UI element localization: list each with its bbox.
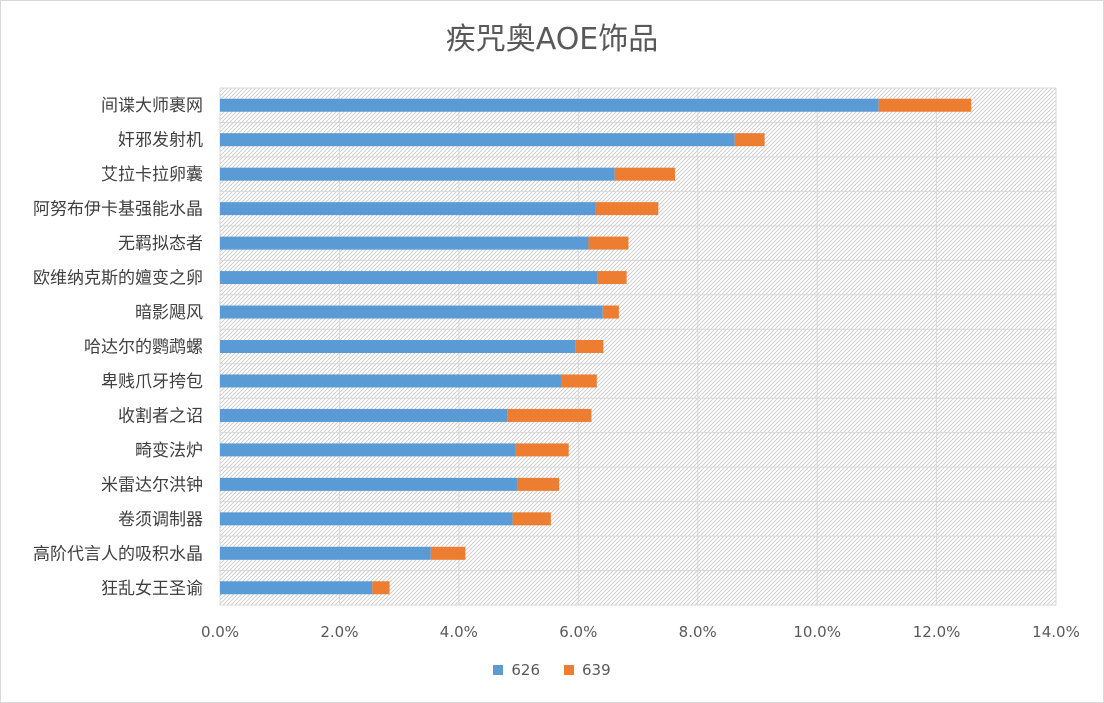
category-label: 狂乱女王圣谕 [101, 579, 203, 599]
x-tick-label: 8.0% [679, 623, 717, 641]
chart-title: 疾咒奥AOE饰品 [445, 22, 659, 57]
category-label: 畸变法炉 [135, 441, 203, 461]
bar-639-6 [602, 305, 619, 319]
category-label: 米雷达尔洪钟 [101, 475, 203, 495]
bar-639-1 [734, 133, 765, 147]
bar-626-13 [220, 546, 431, 560]
bars-layer [220, 98, 972, 595]
category-label: 收割者之诏 [118, 406, 203, 426]
legend-swatch [564, 665, 574, 675]
x-tick-labels: 0.0% 2.0% 4.0% 6.0% 8.0% 10.0% 12.0% 14.0% [201, 623, 1080, 641]
legend-item-639: 639 [564, 661, 611, 679]
bar-626-8 [220, 374, 561, 388]
x-tick-label: 12.0% [913, 623, 961, 641]
bar-639-10 [515, 443, 569, 457]
category-label: 无羁拟态者 [118, 234, 203, 254]
bar-639-2 [614, 167, 676, 181]
bar-626-6 [220, 305, 603, 319]
category-label: 高阶代言人的吸积水晶 [33, 544, 203, 564]
bar-626-2 [220, 167, 615, 181]
legend-item-626: 626 [493, 661, 540, 679]
x-tick-label: 14.0% [1032, 623, 1080, 641]
bar-639-4 [588, 236, 629, 250]
bar-639-7 [575, 340, 604, 353]
bar-626-10 [220, 443, 516, 457]
category-label: 卑贱爪牙挎包 [101, 372, 203, 392]
category-label: 艾拉卡拉卵囊 [101, 165, 203, 185]
bar-639-14 [372, 581, 390, 595]
category-label: 间谍大师裹网 [101, 96, 203, 116]
category-label: 阿努布伊卡基强能水晶 [33, 200, 203, 220]
category-label: 欧维纳克斯的嬗变之卵 [33, 269, 203, 289]
category-label: 奸邪发射机 [118, 131, 203, 151]
bar-626-14 [220, 581, 373, 595]
bar-639-9 [507, 408, 592, 422]
bar-626-11 [220, 477, 518, 491]
bar-639-3 [595, 202, 659, 216]
bar-626-3 [220, 202, 596, 216]
category-label: 卷须调制器 [118, 510, 203, 530]
legend: 626 639 [0, 661, 1104, 679]
bar-626-5 [220, 271, 598, 285]
legend-swatch [493, 665, 504, 675]
legend-label: 626 [511, 661, 540, 679]
category-labels: 间谍大师裹网奸邪发射机艾拉卡拉卵囊阿努布伊卡基强能水晶无羁拟态者欧维纳克斯的嬗变… [33, 96, 203, 599]
bar-639-13 [430, 546, 466, 560]
bar-639-0 [878, 98, 972, 112]
x-tick-label: 10.0% [793, 623, 841, 641]
category-label: 暗影飓风 [135, 303, 203, 323]
bar-626-0 [220, 98, 879, 112]
bar-626-9 [220, 408, 508, 422]
bar-626-7 [220, 340, 576, 353]
category-label: 哈达尔的鹦鹉螺 [84, 338, 203, 358]
x-tick-label: 4.0% [440, 623, 478, 641]
bar-626-1 [220, 133, 735, 147]
bar-639-5 [597, 271, 627, 285]
legend-label: 639 [582, 661, 611, 679]
bar-639-11 [517, 477, 560, 491]
x-tick-label: 2.0% [320, 623, 358, 641]
bar-639-8 [560, 374, 597, 388]
bar-639-12 [512, 512, 551, 526]
bar-626-4 [220, 236, 589, 250]
x-tick-label: 6.0% [559, 623, 597, 641]
bar-626-12 [220, 512, 513, 526]
x-tick-label: 0.0% [201, 623, 239, 641]
